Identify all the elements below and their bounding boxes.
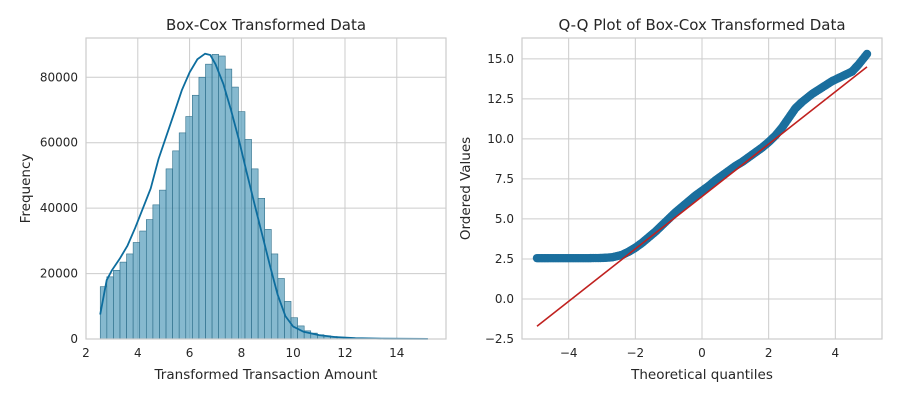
histogram-y-label: Frequency bbox=[18, 154, 34, 224]
histogram-bar bbox=[270, 253, 279, 340]
histogram-bar bbox=[159, 189, 167, 340]
histogram-bars bbox=[99, 54, 437, 340]
x-tick-label: 12 bbox=[337, 346, 352, 360]
histogram-bar bbox=[218, 55, 226, 340]
x-tick-label: −2 bbox=[626, 346, 644, 360]
x-tick-label: −4 bbox=[560, 346, 578, 360]
histogram-bar bbox=[172, 150, 180, 340]
histogram-axes-frame bbox=[85, 37, 447, 340]
y-tick-label: 80000 bbox=[40, 70, 78, 84]
x-tick-label: 0 bbox=[698, 346, 706, 360]
histogram-panel: 2 4 6 8 10 12 14 0 20000 40000 60000 80000 Box-Cox… bbox=[18, 16, 447, 383]
qq-x-label: Theoretical quantiles bbox=[630, 367, 773, 383]
qq-y-label: Ordered Values bbox=[458, 137, 474, 240]
x-tick-label: 2 bbox=[765, 346, 773, 360]
histogram-bar bbox=[238, 111, 246, 340]
histogram-bar bbox=[211, 54, 219, 340]
histogram-x-ticks: 2 4 6 8 10 12 14 bbox=[82, 346, 404, 360]
histogram-bar bbox=[165, 168, 173, 340]
x-tick-label: 2 bbox=[82, 346, 90, 360]
qq-y-ticks: −2.5 0.0 2.5 5.0 7.5 10.0 12.5 15.0 bbox=[485, 52, 514, 346]
y-tick-label: 0 bbox=[70, 332, 78, 346]
x-tick-label: 4 bbox=[832, 346, 840, 360]
qq-panel: −4 −2 0 2 4 −2.5 0.0 2.5 5.0 7.5 10.0 12.5 15.0 Q-Q… bbox=[458, 16, 883, 383]
y-tick-label: 20000 bbox=[40, 267, 78, 281]
y-tick-label: 7.5 bbox=[495, 172, 514, 186]
y-tick-label: 12.5 bbox=[487, 92, 514, 106]
qq-x-ticks: −4 −2 0 2 4 bbox=[560, 346, 839, 360]
histogram-bar bbox=[132, 242, 141, 340]
x-tick-label: 6 bbox=[186, 346, 194, 360]
qq-reference-line bbox=[536, 66, 868, 327]
x-tick-label: 14 bbox=[389, 346, 404, 360]
x-tick-label: 8 bbox=[238, 346, 246, 360]
y-tick-label: 15.0 bbox=[487, 52, 514, 66]
y-tick-label: 10.0 bbox=[487, 132, 514, 146]
x-tick-label: 4 bbox=[134, 346, 142, 360]
histogram-bar bbox=[145, 219, 154, 340]
histogram-bar bbox=[205, 63, 213, 340]
qq-point bbox=[862, 49, 872, 59]
y-tick-label: 60000 bbox=[40, 136, 78, 150]
y-tick-label: −2.5 bbox=[485, 332, 514, 346]
histogram-x-label: Transformed Transaction Amount bbox=[154, 367, 378, 383]
qq-axes-frame bbox=[521, 37, 883, 340]
histogram-bar bbox=[178, 132, 187, 340]
kde-curve bbox=[99, 52, 428, 340]
y-tick-label: 40000 bbox=[40, 201, 78, 215]
histogram-bar bbox=[126, 253, 134, 340]
histogram-y-ticks: 0 20000 40000 60000 80000 bbox=[40, 70, 78, 346]
histogram-bar bbox=[152, 204, 160, 340]
histogram-bar bbox=[192, 94, 200, 340]
qq-title: Q-Q Plot of Box-Cox Transformed Data bbox=[558, 16, 845, 34]
y-tick-label: 0.0 bbox=[495, 292, 514, 306]
histogram-bar bbox=[113, 269, 121, 340]
x-tick-label: 10 bbox=[286, 346, 301, 360]
histogram-bar bbox=[106, 276, 114, 340]
histogram-bar bbox=[139, 230, 147, 340]
histogram-title: Box-Cox Transformed Data bbox=[166, 16, 366, 34]
histogram-bar bbox=[185, 116, 193, 340]
histogram-bar bbox=[119, 261, 127, 340]
y-tick-label: 2.5 bbox=[495, 252, 514, 266]
histogram-bar bbox=[198, 76, 206, 340]
y-tick-label: 5.0 bbox=[495, 212, 514, 226]
